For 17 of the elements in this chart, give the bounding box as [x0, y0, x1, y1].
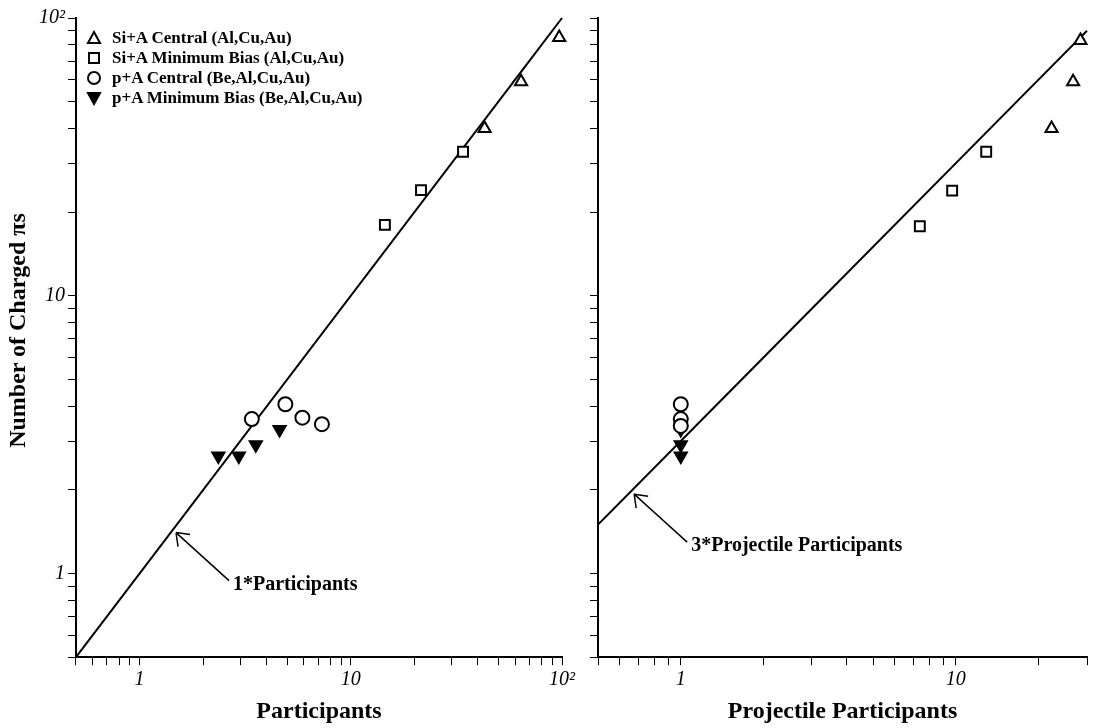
annotation: 1*Participants	[233, 571, 358, 595]
y-tick-label: 1	[55, 560, 65, 583]
legend-label: p+A Central (Be,Al,Cu,Au)	[111, 68, 311, 88]
legend-label: Si+A Central (Al,Cu,Au)	[111, 28, 292, 48]
y-tick-label: 10²	[39, 5, 66, 28]
x-tick-label: 10²	[549, 667, 576, 690]
x-axis-title: Projectile Participants	[727, 696, 958, 723]
legend-label: p+A Minimum Bias (Be,Al,Cu,Au)	[111, 88, 363, 108]
x-tick-label: 1	[675, 667, 686, 690]
x-tick-label: 10	[945, 667, 966, 690]
y-axis-title: Number of Charged πs	[3, 212, 31, 448]
legend-label: Si+A Minimum Bias (Al,Cu,Au)	[111, 48, 345, 68]
x-tick-label: 1	[134, 667, 145, 690]
x-tick-label: 10	[340, 667, 361, 690]
annotation: 3*Projectile Participants	[691, 533, 903, 557]
x-axis-title: Participants	[256, 696, 382, 723]
y-tick-label: 10	[45, 283, 65, 306]
